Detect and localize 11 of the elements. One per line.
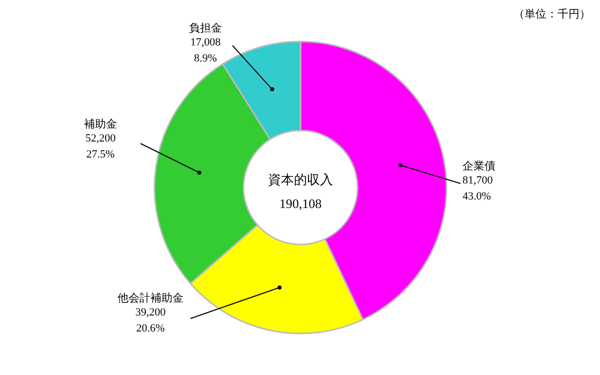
data-label: 52,200 27.5% <box>85 132 116 160</box>
data-label: 17,008 8.9% <box>190 36 222 64</box>
slice-label: 負担金 <box>189 22 222 34</box>
slice-label: 補助金 <box>84 118 117 130</box>
slice-label: 企業債 <box>462 160 496 172</box>
text: 資本的収入 <box>268 172 333 187</box>
slice-label: 他会計補助金 <box>118 292 184 304</box>
data-label: 81,700 43.0% <box>462 174 494 202</box>
text: 190,108 <box>279 196 322 211</box>
data-label: 39,200 20.6% <box>135 306 166 334</box>
text: （単位：千円） <box>514 8 590 20</box>
